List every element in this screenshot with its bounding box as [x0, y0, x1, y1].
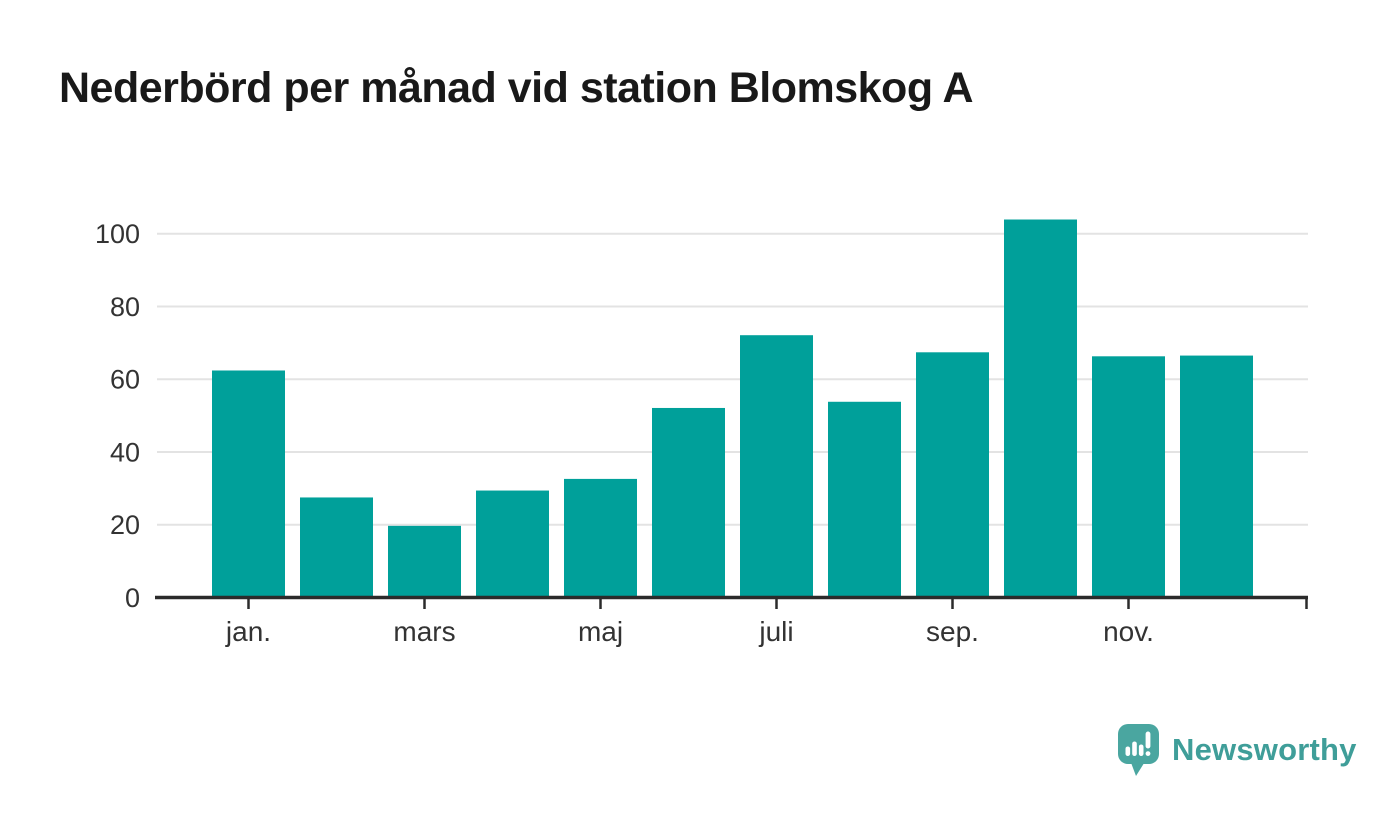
speech-bubble-bar-chart-icon — [1118, 724, 1159, 776]
bar-okt — [1004, 219, 1077, 598]
x-tick-label-sep: sep. — [926, 616, 979, 647]
y-tick-label-20: 20 — [110, 510, 140, 540]
brand-wordmark: Newsworthy — [1172, 732, 1357, 767]
y-tick-label-40: 40 — [110, 437, 140, 467]
bar-mars — [388, 525, 461, 598]
newsworthy-logo: Newsworthy — [1118, 724, 1357, 776]
bar-apr — [476, 490, 549, 598]
bar-juni — [652, 407, 725, 598]
bar-jan — [212, 370, 285, 598]
precipitation-bar-chart: 0 20 40 60 80 100 jan. mars maj juli sep. nov. — [95, 219, 1308, 647]
x-tick-label-nov: nov. — [1103, 616, 1154, 647]
y-tick-label-80: 80 — [110, 292, 140, 322]
y-tick-label-100: 100 — [95, 219, 140, 249]
page-title: Nederbörd per månad vid station Blomskog… — [59, 64, 974, 112]
x-tick-label-jan: jan. — [225, 616, 271, 647]
bar-feb — [300, 497, 373, 598]
bar-sep — [916, 352, 989, 598]
bar-nov — [1092, 356, 1165, 598]
y-tick-label-0: 0 — [125, 583, 140, 613]
x-tick-label-juli: juli — [758, 616, 793, 647]
bar-juli — [740, 335, 813, 598]
y-tick-label-60: 60 — [110, 365, 140, 395]
bar-aug — [828, 401, 901, 598]
bar-maj — [564, 478, 637, 598]
bar-dec — [1180, 355, 1253, 598]
x-tick-label-maj: maj — [578, 616, 623, 647]
x-tick-label-mars: mars — [393, 616, 455, 647]
